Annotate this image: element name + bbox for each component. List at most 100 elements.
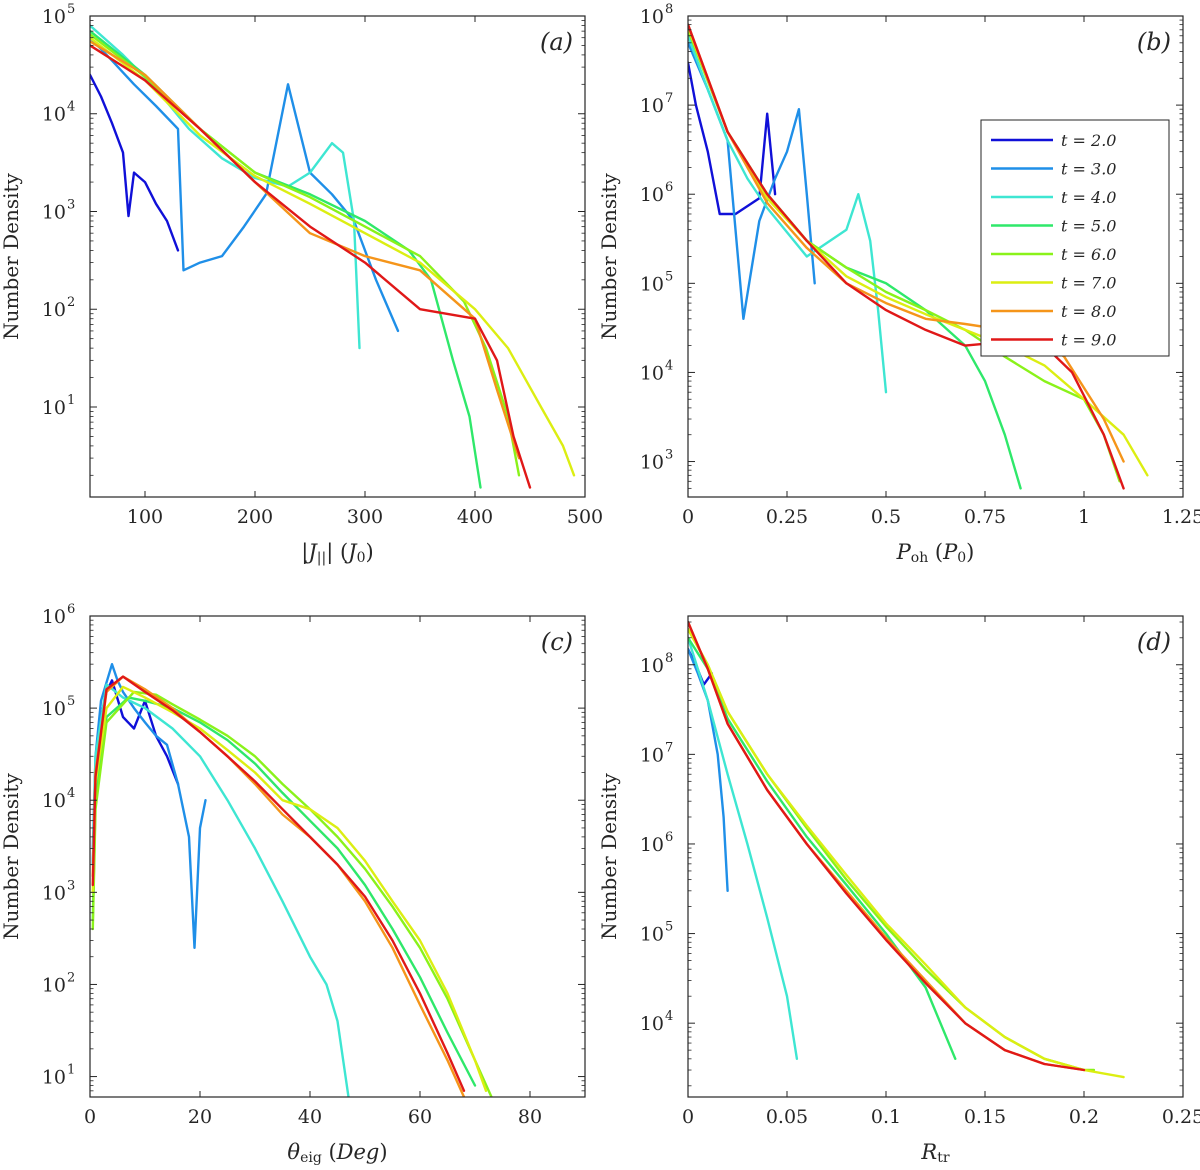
series-line-c-7 — [91, 675, 466, 1092]
legend-label-3: t = 5.0 — [1061, 217, 1116, 236]
svg-text:3: 3 — [67, 878, 75, 893]
y-tick-label-c-4: 10 — [42, 698, 66, 720]
axes-frame-d — [687, 615, 1184, 1098]
y-axis-label-c: Number Density — [0, 772, 23, 939]
y-tick-label-a-3: 10 — [42, 104, 66, 126]
legend-label-0: t = 2.0 — [1061, 131, 1116, 150]
axes-frame-c — [89, 615, 586, 1098]
svg-text:6: 6 — [67, 602, 75, 617]
plot-area-c — [90, 616, 585, 1097]
series-line-a-5 — [90, 36, 576, 477]
svg-text:6: 6 — [665, 180, 673, 195]
svg-text:6: 6 — [665, 830, 673, 845]
x-tick-label-a-3: 400 — [457, 506, 493, 528]
x-tick-label-c-2: 40 — [298, 1106, 322, 1128]
x-tick-label-b-2: 0.5 — [871, 506, 901, 528]
panel-label-d: (d) — [1137, 628, 1171, 656]
legend: t = 2.0 t = 3.0 t = 4.0 t = 5.0 t = 6.0 t = 7… — [980, 119, 1170, 357]
svg-text:4: 4 — [67, 100, 75, 115]
svg-text:5: 5 — [665, 920, 673, 935]
x-tick-label-b-0: 0 — [682, 506, 694, 528]
panel-label-a: (a) — [540, 28, 573, 56]
svg-text:4: 4 — [67, 786, 75, 801]
x-tick-label-b-5: 1.25 — [1162, 506, 1200, 528]
y-tick-label-b-1: 10 — [640, 362, 664, 384]
series-line-d-5 — [688, 627, 1125, 1079]
y-tick-label-a-1: 10 — [42, 299, 66, 321]
x-tick-label-d-5: 0.25 — [1162, 1106, 1200, 1128]
svg-text:8: 8 — [665, 651, 673, 666]
legend-box — [980, 119, 1170, 357]
series-line-b-0 — [688, 61, 777, 216]
svg-text:8: 8 — [665, 2, 673, 17]
series-line-b-7 — [688, 23, 1125, 490]
x-tick-label-c-0: 0 — [84, 1106, 96, 1128]
y-axis-label-d: Number Density — [597, 772, 621, 939]
y-tick-label-d-2: 10 — [640, 834, 664, 856]
svg-text:5: 5 — [67, 2, 75, 17]
x-tick-label-b-3: 0.75 — [964, 506, 1006, 528]
x-axis-label-a: |J||| (J0) — [301, 540, 373, 566]
y-tick-label-c-3: 10 — [42, 790, 66, 812]
legend-label-4: t = 6.0 — [1061, 245, 1116, 264]
y-tick-label-a-2: 10 — [42, 201, 66, 223]
series-line-d-1 — [688, 647, 729, 892]
x-tick-label-d-4: 0.2 — [1069, 1106, 1099, 1128]
legend-label-1: t = 3.0 — [1061, 160, 1116, 179]
svg-text:5: 5 — [665, 269, 673, 284]
x-tick-label-d-0: 0 — [682, 1106, 694, 1128]
plot-area-a — [90, 16, 585, 497]
series-line-c-5 — [91, 685, 488, 1092]
svg-text:1: 1 — [67, 1063, 75, 1078]
series-line-c-4 — [91, 690, 493, 1097]
y-tick-label-c-5: 10 — [42, 606, 66, 628]
y-axis-label-a: Number Density — [0, 172, 23, 339]
series-line-b-6 — [688, 23, 1125, 463]
legend-label-7: t = 9.0 — [1061, 331, 1116, 350]
x-tick-label-d-3: 0.15 — [964, 1106, 1006, 1128]
y-tick-label-b-3: 10 — [640, 184, 664, 206]
x-tick-label-a-0: 100 — [127, 506, 163, 528]
series-line-b-5 — [688, 25, 1149, 477]
y-tick-label-b-5: 10 — [640, 6, 664, 28]
y-tick-label-c-0: 10 — [42, 1067, 66, 1089]
y-tick-label-b-2: 10 — [640, 273, 664, 295]
x-tick-label-d-1: 0.05 — [766, 1106, 808, 1128]
panel-label-c: (c) — [541, 628, 573, 656]
x-axis-label-d: Rtr — [920, 1140, 949, 1166]
series-group-c — [91, 663, 493, 1097]
svg-text:2: 2 — [67, 970, 75, 985]
series-line-c-1 — [91, 663, 207, 949]
x-axis-label-b: Poh (P0) — [896, 540, 975, 566]
x-tick-label-b-4: 1 — [1078, 506, 1090, 528]
y-tick-label-c-1: 10 — [42, 974, 66, 996]
x-axis-label-c: θeig (Deg) — [287, 1140, 387, 1166]
series-line-a-7 — [90, 44, 532, 489]
svg-text:5: 5 — [67, 694, 75, 709]
svg-text:4: 4 — [665, 1009, 673, 1024]
svg-text:7: 7 — [665, 740, 673, 755]
legend-label-5: t = 7.0 — [1061, 274, 1116, 293]
series-group-a — [90, 24, 576, 489]
series-group-d — [688, 620, 1125, 1079]
x-tick-label-a-2: 300 — [347, 506, 383, 528]
svg-text:3: 3 — [67, 197, 75, 212]
x-tick-label-c-3: 60 — [408, 1106, 432, 1128]
series-line-a-1 — [90, 36, 400, 333]
svg-text:1: 1 — [67, 393, 75, 408]
axes-frame-a — [89, 15, 586, 498]
x-tick-label-c-1: 20 — [188, 1106, 212, 1128]
plot-area-d — [688, 616, 1183, 1097]
legend-label-2: t = 4.0 — [1061, 188, 1116, 207]
y-tick-label-d-4: 10 — [640, 655, 664, 677]
svg-text:7: 7 — [665, 91, 673, 106]
y-tick-label-d-0: 10 — [640, 1013, 664, 1035]
x-tick-label-b-1: 0.25 — [766, 506, 808, 528]
y-tick-label-b-0: 10 — [640, 452, 664, 474]
y-axis-label-b: Number Density — [597, 172, 621, 339]
